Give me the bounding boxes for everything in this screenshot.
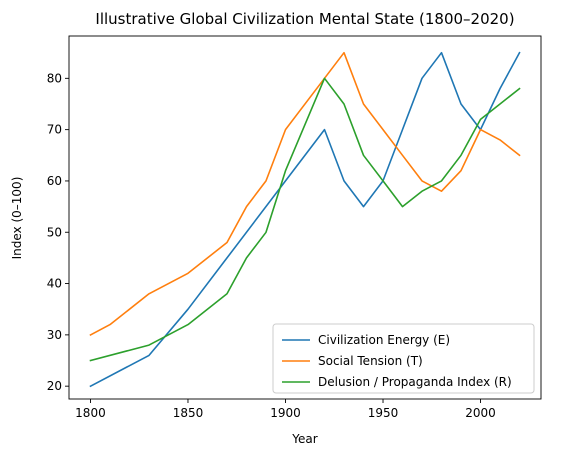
series-line-2 — [91, 78, 520, 360]
y-tick-label-40: 40 — [47, 277, 62, 291]
y-tick-label-30: 30 — [47, 328, 62, 342]
y-axis-label: Index (0–100) — [10, 177, 24, 260]
x-tick-label-1800: 1800 — [75, 406, 106, 420]
legend-label-2: Delusion / Propaganda Index (R) — [318, 375, 512, 389]
legend-label-1: Social Tension (T) — [318, 354, 423, 368]
y-tick-label-50: 50 — [47, 225, 62, 239]
legend-label-0: Civilization Energy (E) — [318, 333, 450, 347]
series-line-1 — [91, 53, 520, 335]
x-tick-label-1850: 1850 — [173, 406, 204, 420]
y-tick-label-70: 70 — [47, 123, 62, 137]
x-axis-label: Year — [291, 432, 317, 446]
y-tick-label-20: 20 — [47, 379, 62, 393]
chart-title: Illustrative Global Civilization Mental … — [95, 10, 514, 28]
x-tick-label-1950: 1950 — [368, 406, 399, 420]
legend: Civilization Energy (E) Social Tension (T… — [273, 324, 534, 393]
y-tick-label-60: 60 — [47, 174, 62, 188]
x-tick-label-2000: 2000 — [465, 406, 496, 420]
y-tick-label-80: 80 — [47, 71, 62, 85]
x-tick-label-1900: 1900 — [270, 406, 301, 420]
